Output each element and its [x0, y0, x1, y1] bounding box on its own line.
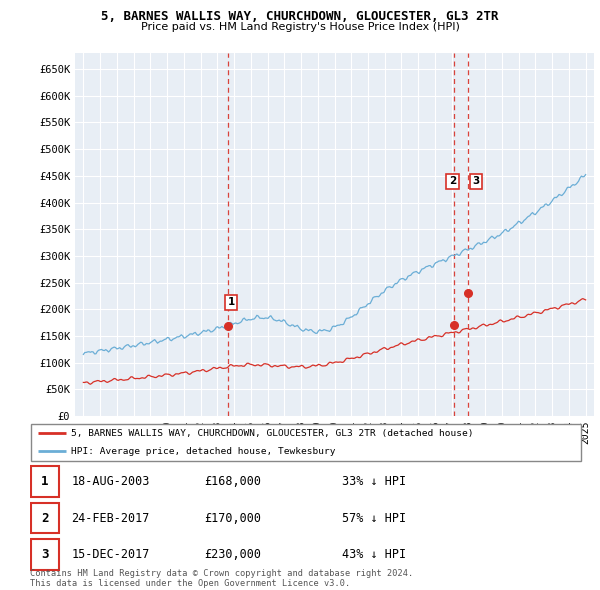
Text: 1: 1 [227, 297, 235, 307]
Text: 15-DEC-2017: 15-DEC-2017 [71, 548, 150, 561]
Text: Price paid vs. HM Land Registry's House Price Index (HPI): Price paid vs. HM Land Registry's House … [140, 22, 460, 32]
Text: 3: 3 [41, 548, 49, 561]
Text: £170,000: £170,000 [204, 512, 261, 525]
FancyBboxPatch shape [31, 503, 59, 533]
Text: 33% ↓ HPI: 33% ↓ HPI [342, 475, 406, 488]
Text: 2: 2 [41, 512, 49, 525]
Text: £230,000: £230,000 [204, 548, 261, 561]
Text: 24-FEB-2017: 24-FEB-2017 [71, 512, 150, 525]
Text: 43% ↓ HPI: 43% ↓ HPI [342, 548, 406, 561]
FancyBboxPatch shape [31, 424, 581, 461]
Text: 3: 3 [473, 176, 480, 186]
FancyBboxPatch shape [31, 539, 59, 570]
Text: 5, BARNES WALLIS WAY, CHURCHDOWN, GLOUCESTER, GL3 2TR: 5, BARNES WALLIS WAY, CHURCHDOWN, GLOUCE… [101, 10, 499, 23]
Text: Contains HM Land Registry data © Crown copyright and database right 2024.: Contains HM Land Registry data © Crown c… [30, 569, 413, 578]
Text: £168,000: £168,000 [204, 475, 261, 488]
FancyBboxPatch shape [31, 466, 59, 497]
Text: 1: 1 [41, 475, 49, 488]
Text: HPI: Average price, detached house, Tewkesbury: HPI: Average price, detached house, Tewk… [71, 447, 336, 455]
Text: 5, BARNES WALLIS WAY, CHURCHDOWN, GLOUCESTER, GL3 2TR (detached house): 5, BARNES WALLIS WAY, CHURCHDOWN, GLOUCE… [71, 429, 474, 438]
Text: 2: 2 [449, 176, 456, 186]
Text: 18-AUG-2003: 18-AUG-2003 [71, 475, 150, 488]
Text: 57% ↓ HPI: 57% ↓ HPI [342, 512, 406, 525]
Text: This data is licensed under the Open Government Licence v3.0.: This data is licensed under the Open Gov… [30, 579, 350, 588]
